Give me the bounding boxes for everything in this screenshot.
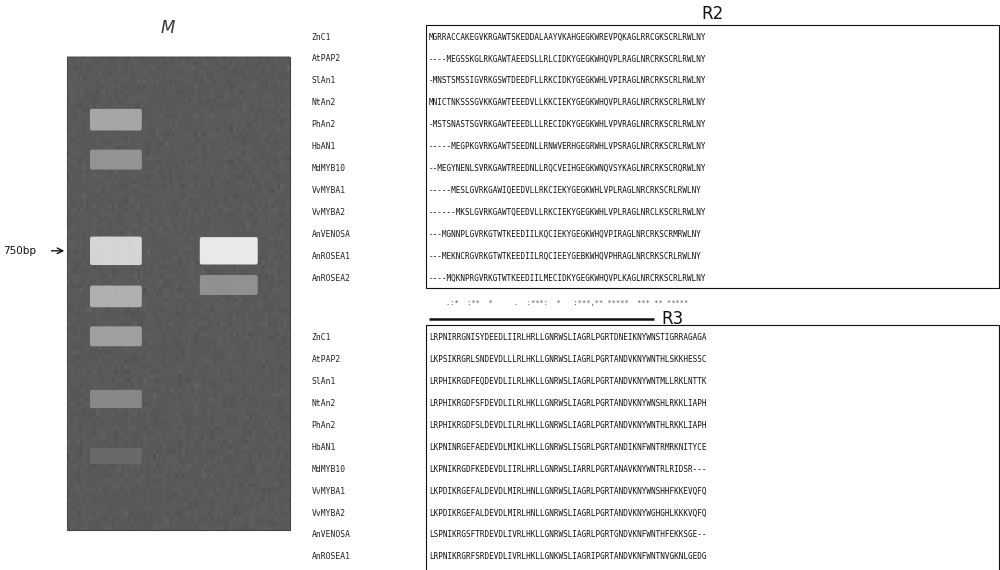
Text: AtPAP2: AtPAP2 [311, 55, 341, 63]
Text: MGRRACCAKEGVKRGAWTSKEDDALAAYVKAHGEGKWREVPQKAGLRRCGKSCRLRWLNY: MGRRACCAKEGVKRGAWTSKEDDALAAYVKAHGEGKWREV… [429, 32, 707, 42]
Bar [426, 325, 999, 570]
Text: -MNSTSMSSIGVRKGSWTDEEDFLLRKCIDKYGEGKWHLVPIRAGLNRCRKSCRLRWLNY: -MNSTSMSSIGVRKGSWTDEEDFLLRKCIDKYGEGKWHLV… [429, 76, 707, 86]
Text: LRPHIKRGDFSFDEVDLILRLHKLLGNRWSLIAGRLPGRTANDVKNYWNSHLRKKLIAPH: LRPHIKRGDFSFDEVDLILRLHKLLGNRWSLIAGRLPGRT… [429, 399, 707, 408]
Text: MNICTNKSSSGVKKGAWTEEEDVLLKKCIEKYGEGKWHQVPLRAGLNRCRKSCRLRWLNY: MNICTNKSSSGVKKGAWTEEEDVLLKKCIEKYGEGKWHQV… [429, 99, 707, 107]
Text: LRPHIKRGDFSLDEVDLILRLHKLLGNRWSLIAGRLPGRTANDVKNYWNTHLRKKLIAPH: LRPHIKRGDFSLDEVDLILRLHKLLGNRWSLIAGRLPGRT… [429, 421, 707, 430]
FancyBboxPatch shape [90, 109, 142, 131]
FancyBboxPatch shape [90, 494, 142, 509]
Text: -MSTSNASTSGVRKGAWTEEEDLLLRECIDKYGEGKWHLVPVRAGLNRCRKSCRLRWLNY: -MSTSNASTSGVRKGAWTEEEDLLLRECIDKYGEGKWHLV… [429, 120, 707, 129]
Text: SlAn1: SlAn1 [311, 76, 336, 86]
Text: HbAN1: HbAN1 [311, 443, 336, 451]
Text: LKPNINRGEFAEDEVDLMIKLHKLLGNRWSLISGRLPGRTANDIKNFWNTRMRKNITYCE: LKPNINRGEFAEDEVDLMIKLHKLLGNRWSLISGRLPGRT… [429, 443, 707, 451]
Text: ----MQKNPRGVRKGTWTKEEDIILMECIDKYGEGKWHQVPLKAGLNRCRKSCRLRWLNY: ----MQKNPRGVRKGTWTKEEDIILMECIDKYGEGKWHQV… [429, 274, 707, 283]
Text: LRPHIKRGDFEQDEVDLILRLHKLLGNRWSLIAGRLPGRTANDVKNYWNTMLLRKLNTTK: LRPHIKRGDFEQDEVDLILRLHKLLGNRWSLIAGRLPGRT… [429, 377, 707, 386]
Text: PhAn2: PhAn2 [311, 120, 336, 129]
Text: VvMYBA1: VvMYBA1 [311, 186, 346, 195]
Text: ZnC1: ZnC1 [311, 333, 331, 342]
Text: -----MESLGVRKGAWIQEEDVLLRKCIEKYGEGKWHLVPLRAGLNRCRKSCRLRWLNY: -----MESLGVRKGAWIQEEDVLLRKCIEKYGEGKWHLVP… [429, 186, 702, 195]
Text: AnVENOSA: AnVENOSA [311, 531, 350, 539]
Text: LSPNIKRGSFTRDEVDLIVRLHKLLGNRWSLIAGRLPGRTGNDVKNFWNTHFEKKSGE--: LSPNIKRGSFTRDEVDLIVRLHKLLGNRWSLIAGRLPGRT… [429, 531, 707, 539]
FancyBboxPatch shape [200, 237, 258, 264]
Text: 750bp: 750bp [3, 246, 36, 256]
Text: VvMYBA2: VvMYBA2 [311, 508, 346, 518]
Text: SlAn1: SlAn1 [311, 377, 336, 386]
Text: ------MKSLGVRKGAWTQEEDVLLRKCIEKYGEGKWHLVPLRAGLNRCLKSCRLRWLNY: ------MKSLGVRKGAWTQEEDVLLRKCIEKYGEGKWHLV… [429, 208, 707, 217]
Text: ---MGNNPLGVRKGTWTKEEDIILKQCIEKYGEGKWHQVPIRAGLNRCRKSCRMRWLNY: ---MGNNPLGVRKGTWTKEEDIILKQCIEKYGEGKWHQVP… [429, 230, 702, 239]
Text: --MEGYNENLSVRKGAWTREEDNLLRQCVEIHGEGKWNQVSYKAGLNRCRKSCRQRWLNY: --MEGYNENLSVRKGAWTREEDNLLRQCVEIHGEGKWNQV… [429, 164, 707, 173]
Text: AnROSEA1: AnROSEA1 [311, 252, 350, 261]
Text: R2: R2 [701, 5, 724, 23]
Text: VvMYBA1: VvMYBA1 [311, 487, 346, 495]
Text: MdMYB10: MdMYB10 [311, 164, 346, 173]
Text: R3: R3 [661, 310, 683, 328]
Text: -----MEGPKGVRKGAWTSEEDNLLRNWVERHGEGRWHLVPSRAGLNRCRKSCRLRWLNY: -----MEGPKGVRKGAWTSEEDNLLRNWVERHGEGRWHLV… [429, 142, 707, 151]
Text: ZnC1: ZnC1 [311, 32, 331, 42]
FancyBboxPatch shape [90, 286, 142, 307]
Text: HbAN1: HbAN1 [311, 142, 336, 151]
Text: LRPNIRRGNISYDEEDLIIRLHRLLGNRWSLIAGRLPGRTDNEIKNYWNSTIGRRAGAGA: LRPNIRRGNISYDEEDLIIRLHRLLGNRWSLIAGRLPGRT… [429, 333, 707, 342]
Text: LKPNIKRGDFKEDEVDLIIRLHRLLGNRWSLIARRLPGRTANAVKNYWNTRLRIDSR---: LKPNIKRGDFKEDEVDLIIRLHRLLGNRWSLIARRLPGRT… [429, 465, 707, 474]
Bar [426, 25, 999, 288]
Text: MdMYB10: MdMYB10 [311, 465, 346, 474]
Text: M: M [161, 19, 175, 37]
Text: AnVENOSA: AnVENOSA [311, 230, 350, 239]
Text: VvMYBA2: VvMYBA2 [311, 208, 346, 217]
Text: AnROSEA1: AnROSEA1 [311, 552, 350, 561]
Text: LKPDIKRGEFALDEVDLMIRLHNLLGNRWSLIAGRLPGRTANDVKNYWNSHHFKKEVQFQ: LKPDIKRGEFALDEVDLMIRLHNLLGNRWSLIAGRLPGRT… [429, 487, 707, 495]
Text: AnROSEA2: AnROSEA2 [311, 274, 350, 283]
Text: LKPDIKRGEFALDEVDLMIRLHNLLGNRWSLIAGRLPGRTANDVKNYWGHGHLKKKVQFQ: LKPDIKRGEFALDEVDLMIRLHNLLGNRWSLIAGRLPGRT… [429, 508, 707, 518]
Text: LKPSIKRGRLSNDEVDLLLRLHKLLGNRWSLIAGRLPGRTANDVKNYWNTHLSKKHESSC: LKPSIKRGRLSNDEVDLLLRLHKLLGNRWSLIAGRLPGRT… [429, 355, 707, 364]
FancyBboxPatch shape [200, 275, 258, 295]
Bar [67, 57, 290, 530]
Text: NtAn2: NtAn2 [311, 399, 336, 408]
Text: AtPAP2: AtPAP2 [311, 355, 341, 364]
Text: LRPNIKRGRFSRDEVDLIVRLHKLLGNKWSLIAGRIPGRTANDVKNFWNTNVGKNLGEDG: LRPNIKRGRFSRDEVDLIVRLHKLLGNKWSLIAGRIPGRT… [429, 552, 707, 561]
Text: NtAn2: NtAn2 [311, 99, 336, 107]
FancyBboxPatch shape [90, 390, 142, 408]
Text: ----MEGSSKGLRKGAWTAEEDSLLRLCIDKYGEGKWHQVPLRAGLNRCRKSCRLRWLNY: ----MEGSSKGLRKGAWTAEEDSLLRLCIDKYGEGKWHQV… [429, 55, 707, 63]
FancyBboxPatch shape [90, 237, 142, 265]
Text: ---MEKNCRGVRKGTWTKEEDIILRQCIEEYGEBKWHQVPHRAGLNRCRKSCRLRWLNY: ---MEKNCRGVRKGTWTKEEDIILRQCIEEYGEBKWHQVP… [429, 252, 702, 261]
FancyBboxPatch shape [90, 448, 142, 464]
Text: .:*  :**  *     .  :***:  *   :***,** *****  *** ** *****: .:* :** * . :***: * :***,** ***** *** **… [429, 300, 688, 306]
FancyBboxPatch shape [90, 149, 142, 170]
FancyBboxPatch shape [90, 326, 142, 347]
Text: PhAn2: PhAn2 [311, 421, 336, 430]
